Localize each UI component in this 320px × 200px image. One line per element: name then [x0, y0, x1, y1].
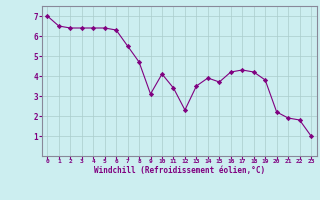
- X-axis label: Windchill (Refroidissement éolien,°C): Windchill (Refroidissement éolien,°C): [94, 166, 265, 175]
